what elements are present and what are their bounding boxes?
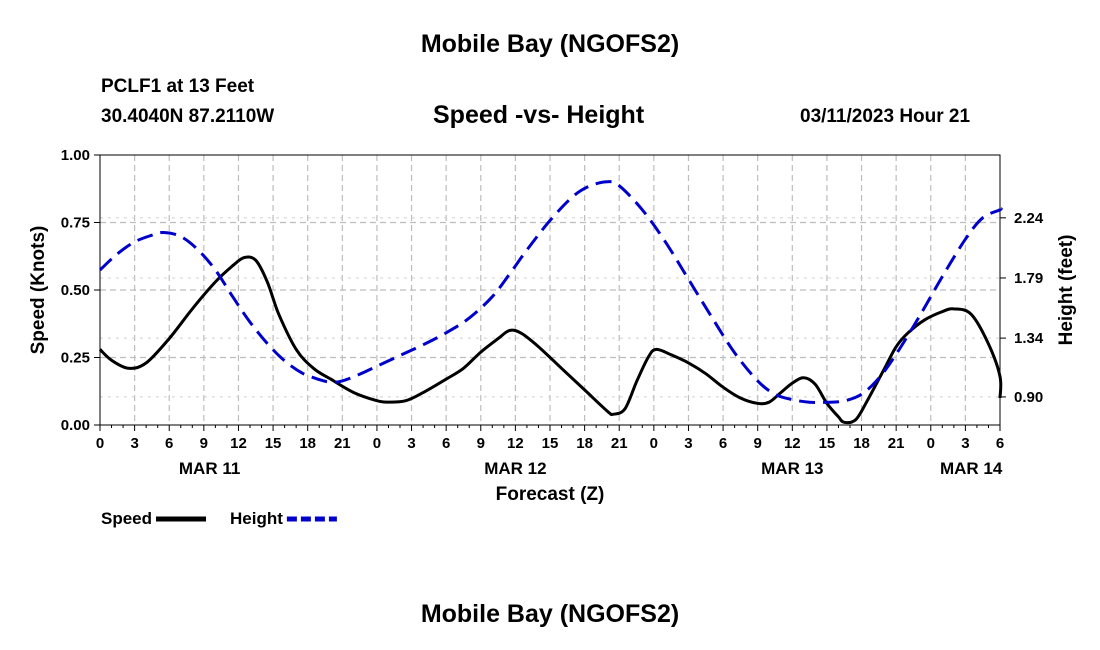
x-axis-title: Forecast (Z) xyxy=(496,484,605,505)
x-tick-label: 3 xyxy=(961,435,969,452)
legend-label-speed: Speed xyxy=(101,509,152,528)
date-label: MAR 13 xyxy=(761,459,823,478)
x-tick-label: 6 xyxy=(996,435,1004,452)
x-tick-label: 21 xyxy=(611,435,628,452)
series-line-speed xyxy=(98,255,1003,425)
series-layer xyxy=(98,180,1003,425)
x-tick-label: 18 xyxy=(299,435,316,452)
y-left-axis-title: Speed (Knots) xyxy=(28,226,49,355)
x-tick-label: 3 xyxy=(407,435,415,452)
x-tick-label: 0 xyxy=(650,435,658,452)
x-tick-label: 15 xyxy=(819,435,836,452)
x-tick-label: 12 xyxy=(230,435,247,452)
x-tick-label: 3 xyxy=(130,435,138,452)
x-tick-label: 21 xyxy=(888,435,905,452)
y-left-tick-label: 1.00 xyxy=(61,147,90,164)
chart-title: Speed -vs- Height xyxy=(433,101,645,129)
forecast-datetime: 03/11/2023 Hour 21 xyxy=(800,106,971,127)
chart-legend: Speed Height xyxy=(101,509,337,528)
x-tick-label: 18 xyxy=(576,435,593,452)
x-tick-label: 6 xyxy=(719,435,727,452)
y-right-tick-label: 0.90 xyxy=(1014,389,1043,406)
x-tick-label: 9 xyxy=(477,435,485,452)
date-label: MAR 12 xyxy=(484,459,546,478)
y-right-axis-title: Height (feet) xyxy=(1056,235,1077,346)
y-left-tick-label: 0.50 xyxy=(61,282,90,299)
x-tick-label: 9 xyxy=(200,435,208,452)
series-line-height xyxy=(98,180,1003,405)
x-tick-label: 9 xyxy=(754,435,762,452)
y-right-tick-label: 2.24 xyxy=(1014,210,1044,227)
axes-layer: 0 3 6 9 12 15 18 21 0 3 6 9 12 15 18 21 0 3 6 9 12 15 18 21 0 3 6 0… xyxy=(28,147,1077,505)
legend-label-height: Height xyxy=(230,509,283,528)
x-tick-label: 18 xyxy=(853,435,870,452)
station-label: PCLF1 at 13 Feet xyxy=(101,76,255,97)
y-left-tick-label: 0.00 xyxy=(61,417,90,434)
page-title-bottom: Mobile Bay (NGOFS2) xyxy=(420,600,680,628)
coordinates-label: 30.4040N 87.2110W xyxy=(101,106,275,127)
y-right-tick-label: 1.79 xyxy=(1014,270,1043,287)
x-tick-label: 6 xyxy=(442,435,450,452)
y-left-tick-label: 0.75 xyxy=(61,215,90,232)
page-title: Mobile Bay (NGOFS2) xyxy=(420,30,680,58)
date-label: MAR 14 xyxy=(940,459,1003,478)
x-tick-label: 0 xyxy=(96,435,104,452)
y-right-tick-label: 1.34 xyxy=(1014,330,1044,347)
x-tick-label: 15 xyxy=(265,435,282,452)
x-tick-label: 12 xyxy=(784,435,801,452)
date-label: MAR 11 xyxy=(179,459,240,478)
x-tick-label: 3 xyxy=(684,435,692,452)
x-tick-label: 12 xyxy=(507,435,524,452)
x-tick-label: 0 xyxy=(373,435,381,452)
x-tick-label: 15 xyxy=(542,435,559,452)
chart-grid xyxy=(100,154,1000,425)
x-tick-label: 0 xyxy=(927,435,935,452)
y-left-tick-label: 0.25 xyxy=(61,350,90,367)
x-tick-label: 6 xyxy=(165,435,173,452)
x-tick-label: 21 xyxy=(334,435,351,452)
